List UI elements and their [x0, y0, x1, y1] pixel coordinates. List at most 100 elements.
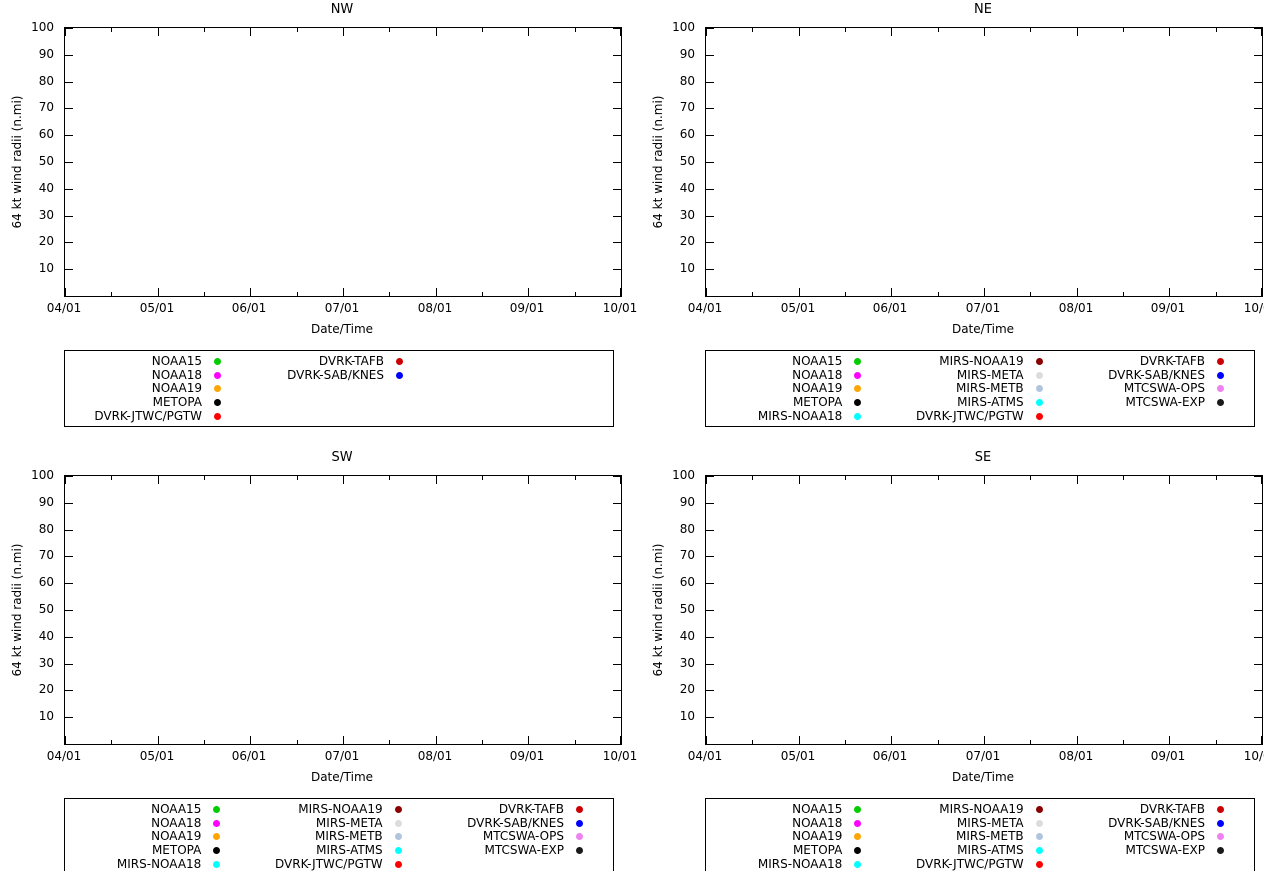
x-tick-mark — [891, 736, 892, 744]
y-tick-mark — [706, 82, 714, 83]
legend-entry: METOPA — [708, 844, 889, 858]
x-minor-tick-mark — [938, 476, 939, 480]
legend-entry: MTCSWA-OPS — [430, 830, 611, 844]
y-tick-mark — [613, 610, 621, 611]
legend-marker-dot — [1216, 806, 1224, 814]
y-tick-mark — [706, 583, 714, 584]
x-tick-label: 08/01 — [1058, 301, 1094, 315]
legend-marker-dot — [213, 847, 221, 855]
y-tick-mark — [65, 242, 73, 243]
x-tick-label: 05/01 — [139, 749, 175, 763]
y-tick-label: 100 — [672, 468, 695, 482]
legend-entry: DVRK-JTWC/PGTW — [67, 409, 249, 423]
x-minor-tick-mark — [1216, 476, 1217, 480]
x-tick-mark — [436, 476, 437, 484]
x-minor-tick-mark — [752, 28, 753, 32]
x-minor-tick-mark — [1123, 476, 1124, 480]
legend-column: NOAA15 NOAA18 NOAA19 METOPA MIRS-NOAA18 — [708, 355, 889, 423]
x-tick-mark — [343, 288, 344, 296]
legend-series-label: METOPA — [151, 843, 202, 858]
y-tick-label: 80 — [38, 74, 54, 88]
legend-marker-dot — [1035, 385, 1043, 393]
x-tick-mark — [1169, 736, 1170, 744]
legend-marker-dot — [214, 358, 221, 366]
plot-area — [705, 475, 1263, 745]
y-tick-label: 40 — [679, 181, 695, 195]
x-minor-tick-mark — [1030, 292, 1031, 296]
legend-series-label: DVRK-JTWC/PGTW — [916, 408, 1024, 423]
x-minor-tick-mark — [111, 292, 112, 296]
y-tick-mark — [613, 135, 621, 136]
legend-series-label: MIRS-NOAA19 — [939, 354, 1024, 369]
legend-marker-dot — [1035, 847, 1043, 855]
y-tick-label: 80 — [679, 522, 695, 536]
legend-column: DVRK-TAFB DVRK-SAB/KNES MTCSWA-OPS MTCSWA-E… — [1071, 803, 1252, 857]
y-tick-label: 70 — [38, 548, 54, 562]
legend-entry: NOAA18 — [708, 368, 889, 383]
y-tick-mark — [65, 717, 73, 718]
legend-entry: NOAA19 — [708, 382, 889, 396]
y-tick-mark — [706, 135, 714, 136]
x-tick-mark — [158, 476, 159, 484]
legend-series-label: MIRS-ATMS — [316, 843, 383, 858]
legend-series-label: MTCSWA-EXP — [1125, 395, 1205, 410]
y-tick-label: 60 — [38, 575, 54, 589]
y-tick-mark — [1254, 610, 1262, 611]
legend-entry: MIRS-META — [889, 816, 1070, 831]
y-tick-label: 20 — [38, 682, 54, 696]
legend-column: MIRS-NOAA19 MIRS-META MIRS-METB MIRS-ATMS DV… — [889, 355, 1070, 423]
x-minor-tick-mark — [1216, 292, 1217, 296]
chart-se: SE 64 kt wind radii (n.mi) 10 20 30 40 50 60 70 8… — [641, 448, 1264, 871]
x-tick-mark — [1169, 476, 1170, 484]
y-tick-mark — [613, 216, 621, 217]
legend-series-label: MIRS-NOAA18 — [757, 408, 843, 423]
x-minor-tick-mark — [204, 476, 205, 480]
legend-marker-dot — [213, 819, 221, 827]
y-tick-mark — [1254, 55, 1262, 56]
legend-marker-dot — [854, 860, 862, 868]
y-tick-label: 60 — [38, 127, 54, 141]
legend-marker-dot — [1216, 385, 1224, 393]
y-tick-mark — [1254, 269, 1262, 270]
x-tick-label: 04/01 — [46, 749, 82, 763]
x-tick-mark — [1261, 736, 1262, 744]
legend-marker-dot — [394, 847, 402, 855]
y-tick-mark — [706, 476, 714, 477]
x-tick-mark — [799, 476, 800, 484]
x-minor-tick-mark — [297, 28, 298, 32]
x-tick-mark — [436, 736, 437, 744]
legend-series-label: NOAA15 — [151, 802, 202, 817]
legend-series-label: DVRK-TAFB — [498, 802, 564, 817]
y-tick-label: 20 — [679, 234, 695, 248]
x-minor-tick-mark — [204, 740, 205, 744]
legend-series-label: MTCSWA-OPS — [1123, 381, 1205, 396]
legend-marker-dot — [1035, 806, 1043, 814]
legend-marker-dot — [214, 412, 221, 420]
y-tick-label: 80 — [38, 522, 54, 536]
x-tick-label: 07/01 — [965, 301, 1001, 315]
y-tick-mark — [65, 503, 73, 504]
x-tick-label: 09/01 — [509, 301, 545, 315]
x-minor-tick-mark — [111, 740, 112, 744]
legend-series-label: DVRK-SAB/KNES — [1108, 815, 1205, 830]
y-tick-mark — [65, 216, 73, 217]
y-tick-mark — [1254, 216, 1262, 217]
y-tick-mark — [706, 242, 714, 243]
legend-box: NOAA15 NOAA18 NOAA19 METOPA DVRK-JTWC/PGTW DV… — [64, 350, 614, 427]
y-tick-mark — [1254, 476, 1262, 477]
legend-marker-dot — [396, 358, 403, 366]
y-tick-label: 40 — [38, 181, 54, 195]
y-tick-mark — [613, 108, 621, 109]
x-tick-label: 05/01 — [139, 301, 175, 315]
legend-series-label: MTCSWA-OPS — [482, 829, 564, 844]
y-tick-mark — [65, 476, 73, 477]
legend-box: NOAA15 NOAA18 NOAA19 METOPA MIRS-NOAA18 MIRS-… — [705, 350, 1255, 427]
x-minor-tick-mark — [389, 740, 390, 744]
legend-marker-dot — [214, 385, 221, 393]
x-tick-label: 07/01 — [324, 301, 360, 315]
legend-marker-dot — [394, 860, 402, 868]
y-tick-label: 30 — [679, 208, 695, 222]
legend-entry: NOAA19 — [67, 830, 248, 844]
legend-entry: NOAA15 — [67, 803, 248, 817]
y-tick-mark — [613, 503, 621, 504]
